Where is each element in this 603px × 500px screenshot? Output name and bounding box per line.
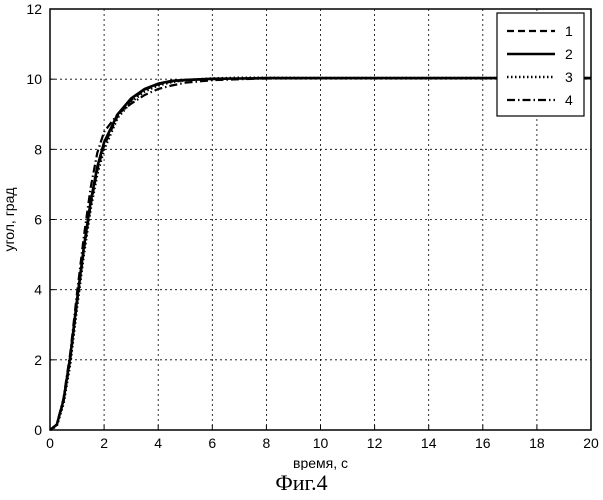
y-tick-label: 6	[34, 212, 42, 228]
x-tick-label: 6	[208, 435, 216, 451]
y-tick-label: 12	[26, 1, 42, 17]
legend-label-3: 3	[565, 69, 573, 85]
y-tick-label: 2	[34, 352, 42, 368]
x-tick-label: 4	[154, 435, 162, 451]
legend-label-1: 1	[565, 23, 573, 39]
x-tick-label: 12	[367, 435, 383, 451]
x-tick-label: 18	[529, 435, 545, 451]
x-tick-label: 2	[100, 435, 108, 451]
chart-svg: 02468101214161820024681012 время, с угол…	[0, 0, 603, 470]
x-tick-label: 16	[475, 435, 491, 451]
y-tick-label: 0	[34, 422, 42, 438]
x-tick-label: 14	[421, 435, 437, 451]
x-tick-label: 8	[263, 435, 271, 451]
x-tick-label: 10	[313, 435, 329, 451]
legend-label-4: 4	[565, 92, 573, 108]
legend: 1 2 3 4	[497, 13, 584, 116]
x-tick-label: 0	[46, 435, 54, 451]
y-tick-label: 10	[26, 71, 42, 87]
y-axis-label: угол, град	[1, 187, 17, 251]
y-tick-label: 4	[34, 282, 42, 298]
figure-caption: Фиг.4	[0, 470, 603, 496]
x-axis-label: время, с	[293, 455, 348, 470]
legend-label-2: 2	[565, 46, 573, 62]
x-tick-label: 20	[583, 435, 599, 451]
y-tick-label: 8	[34, 141, 42, 157]
